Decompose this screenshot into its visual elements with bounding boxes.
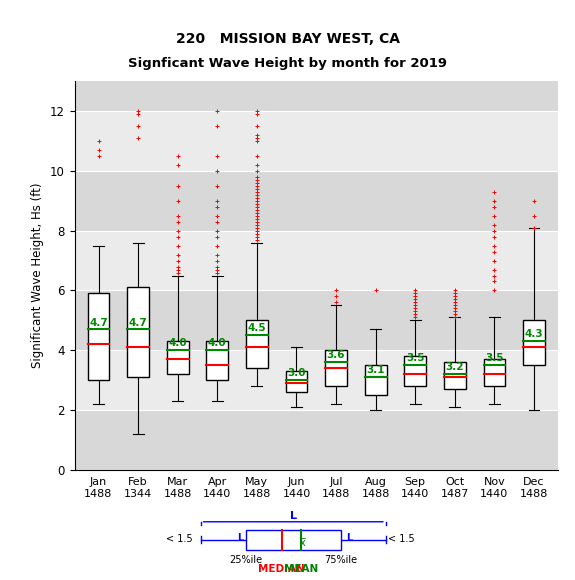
Bar xyxy=(286,371,308,392)
Text: 4.5: 4.5 xyxy=(248,324,266,334)
Bar xyxy=(444,362,466,389)
Text: 4.3: 4.3 xyxy=(525,329,543,339)
Bar xyxy=(404,356,426,386)
Text: Signficant Wave Height by month for 2019: Signficant Wave Height by month for 2019 xyxy=(128,57,447,70)
Text: MEAN: MEAN xyxy=(283,564,318,574)
Text: < 1.5: < 1.5 xyxy=(166,534,193,544)
Text: 3.6: 3.6 xyxy=(327,350,345,360)
Text: 4.0: 4.0 xyxy=(208,339,227,349)
Text: L: L xyxy=(290,511,297,521)
Text: 4.0: 4.0 xyxy=(168,339,187,349)
Y-axis label: Significant Wave Height, Hs (ft): Significant Wave Height, Hs (ft) xyxy=(32,183,44,368)
Text: 4.7: 4.7 xyxy=(89,317,108,328)
Bar xyxy=(75,111,558,171)
Bar xyxy=(365,365,386,395)
Bar xyxy=(246,320,268,368)
Bar xyxy=(206,341,228,380)
Text: < 1.5: < 1.5 xyxy=(388,534,415,544)
Text: 3.5: 3.5 xyxy=(406,353,424,364)
Bar xyxy=(484,359,505,386)
Text: MEDIAN: MEDIAN xyxy=(258,564,305,574)
Bar xyxy=(75,171,558,231)
Text: L: L xyxy=(237,533,243,543)
Bar xyxy=(523,320,545,365)
Bar xyxy=(75,231,558,291)
Text: 25%ile: 25%ile xyxy=(229,555,262,566)
Bar xyxy=(75,81,558,111)
Text: 3.5: 3.5 xyxy=(485,353,504,364)
Text: x̅: x̅ xyxy=(300,538,305,548)
Bar xyxy=(246,530,341,550)
Text: 3.0: 3.0 xyxy=(287,368,306,378)
Text: 3.2: 3.2 xyxy=(446,362,464,372)
Bar xyxy=(75,410,558,470)
Bar xyxy=(75,350,558,410)
Bar xyxy=(325,350,347,386)
Bar xyxy=(75,291,558,350)
Text: 3.1: 3.1 xyxy=(366,365,385,375)
Text: 75%ile: 75%ile xyxy=(324,555,358,566)
Bar xyxy=(87,293,109,380)
Text: 4.7: 4.7 xyxy=(129,317,148,328)
Text: L: L xyxy=(346,533,352,543)
Bar xyxy=(167,341,189,374)
Text: 220   MISSION BAY WEST, CA: 220 MISSION BAY WEST, CA xyxy=(175,32,400,46)
Bar xyxy=(127,288,149,377)
